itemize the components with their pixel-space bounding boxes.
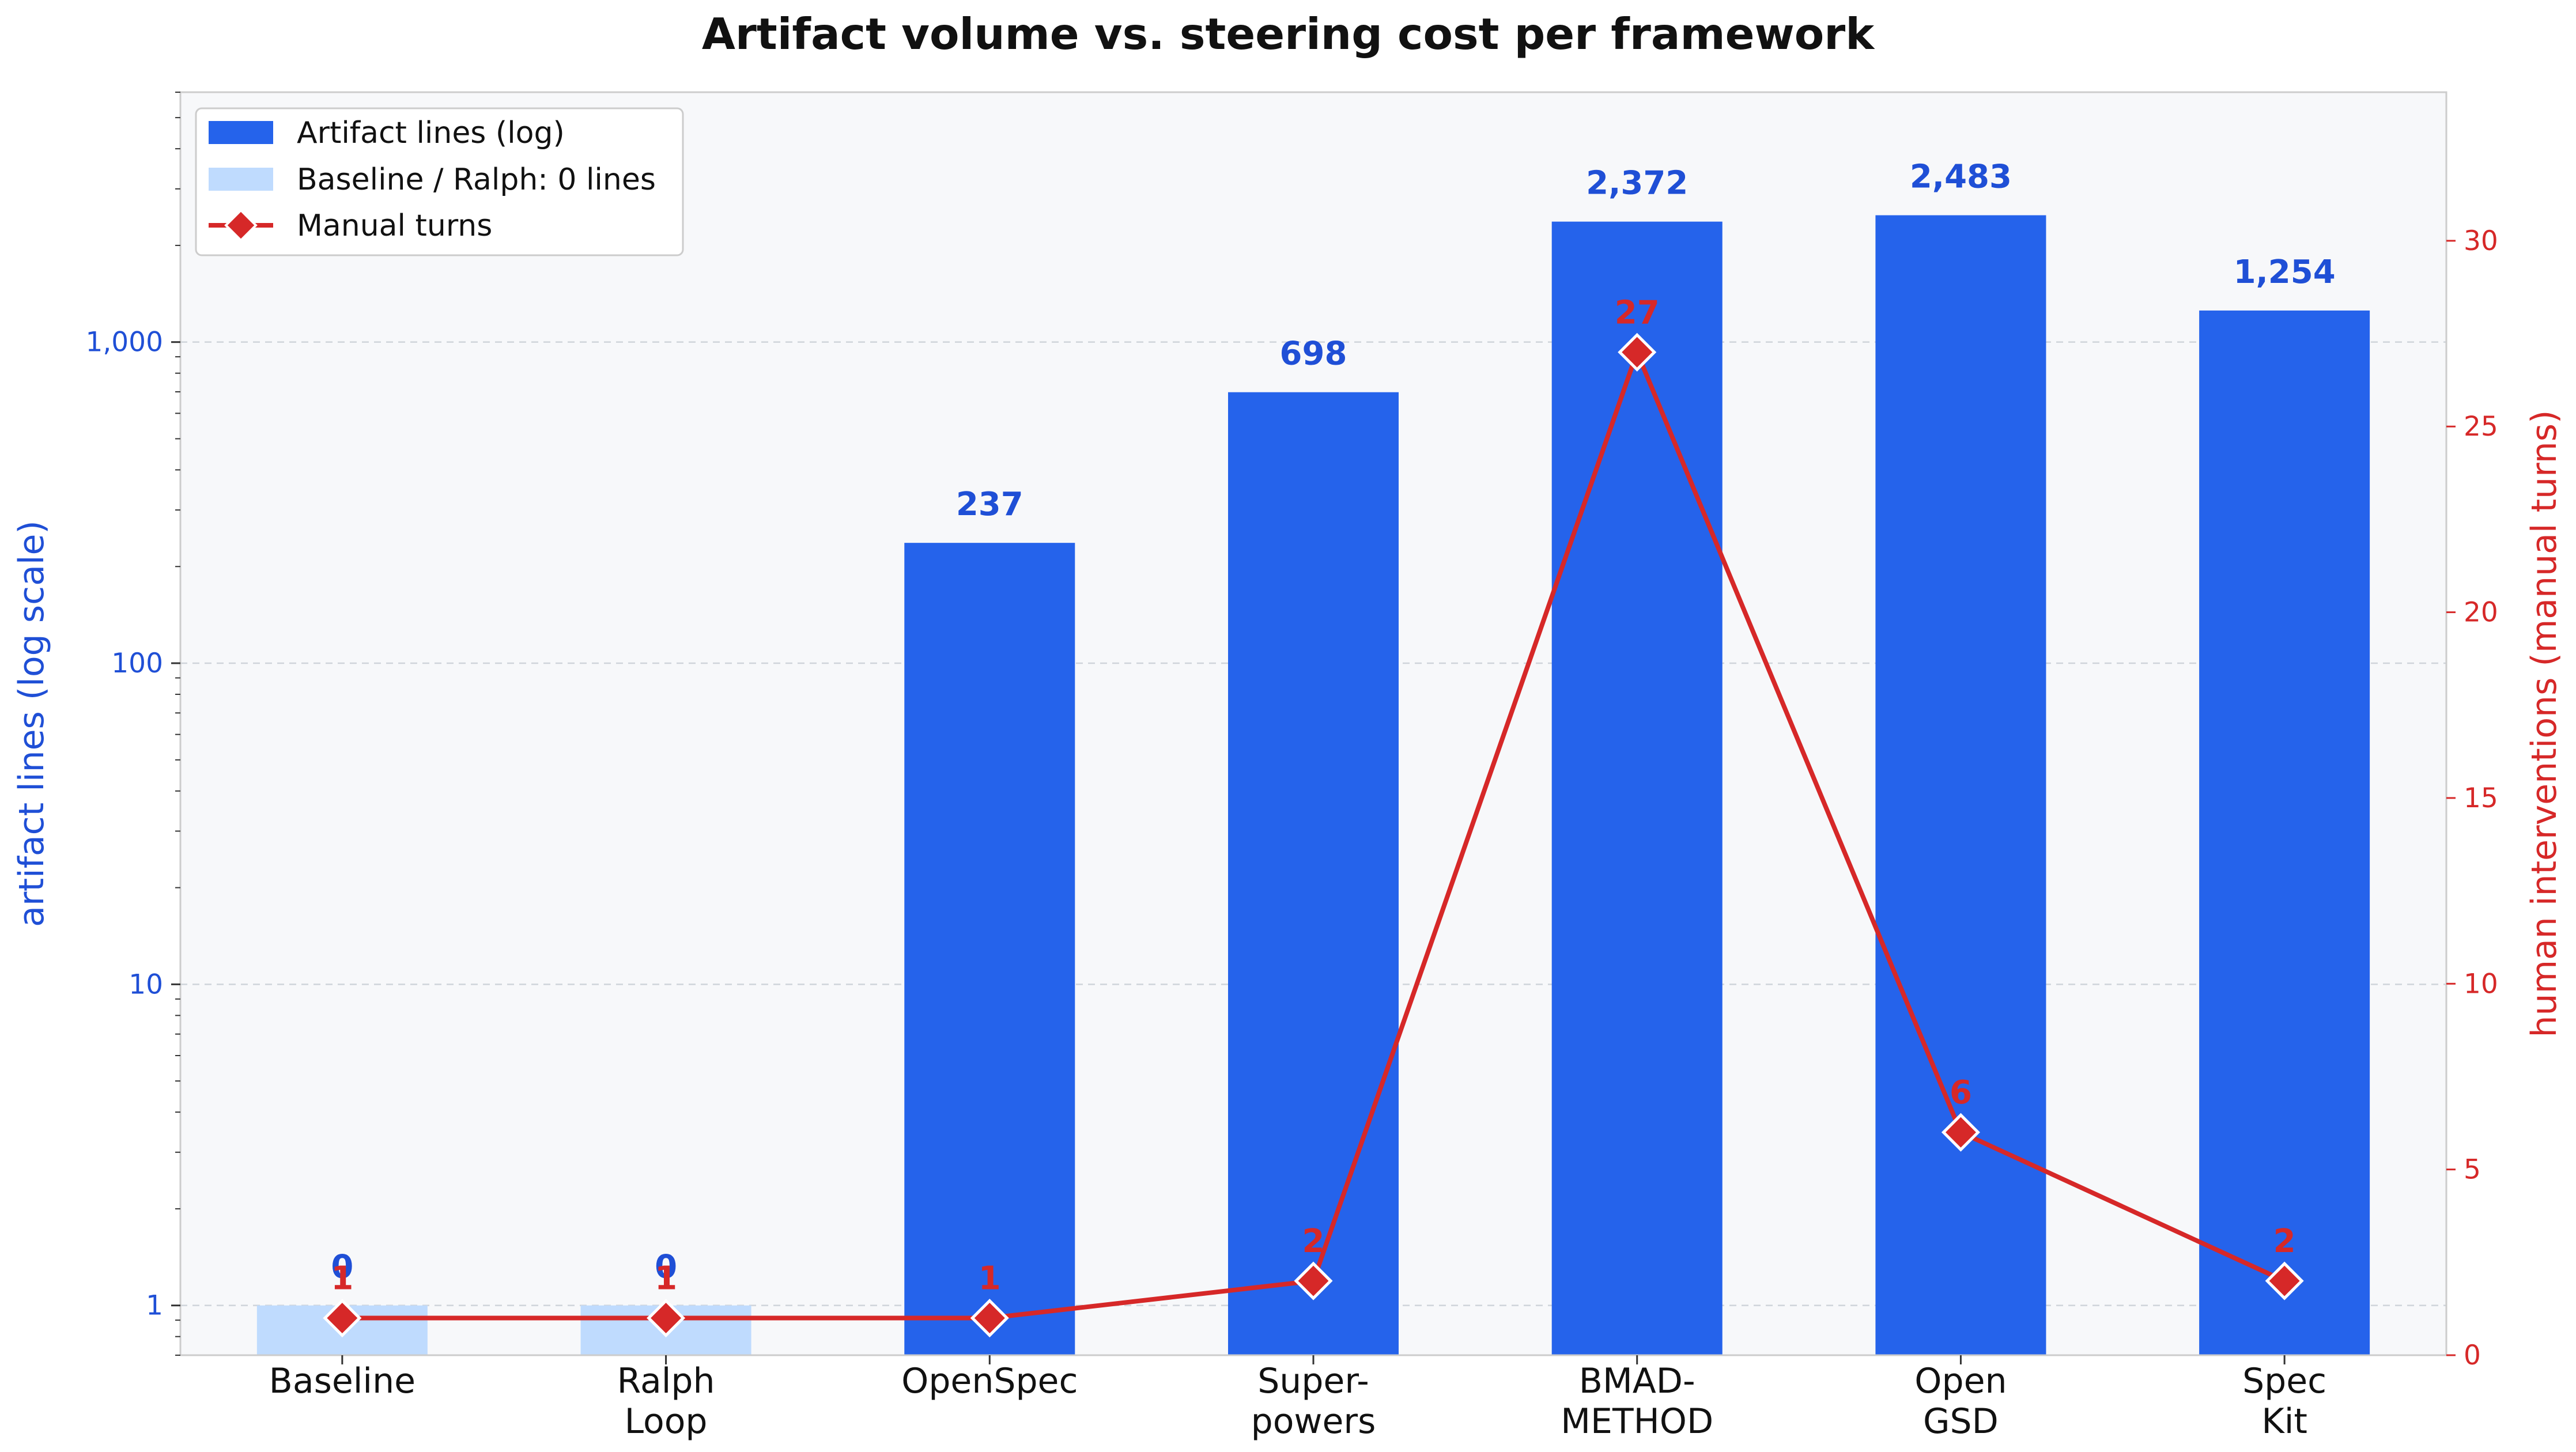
grid	[180, 341, 2446, 1306]
y-left-tick-label: 10	[129, 969, 163, 1000]
y-right-tick-label: 0	[2464, 1340, 2481, 1371]
manual-turns-marker	[2265, 1261, 2304, 1300]
bar	[904, 543, 1075, 1355]
bar	[1875, 215, 2046, 1355]
y-left-tick-label: 1,000	[85, 327, 163, 358]
y-right-tick-label: 15	[2464, 782, 2498, 814]
bar-value-label: 2,372	[1586, 165, 1688, 202]
x-tick-label: OpenSpec	[901, 1361, 1078, 1401]
x-tick-label: Spec Kit	[2242, 1361, 2326, 1442]
bar-value-label: 0	[331, 1249, 353, 1286]
manual-turns-marker	[1618, 332, 1657, 372]
y-axis-right-label: human interventions (manual turns)	[2524, 410, 2564, 1038]
bar-value-label: 237	[956, 486, 1023, 523]
legend-entry-label: Baseline / Ralph: 0 lines	[297, 162, 656, 197]
x-tick-label: Ralph Loop	[617, 1361, 715, 1442]
bar-value-label: 698	[1280, 335, 1347, 373]
y-right-tick-label: 5	[2464, 1154, 2481, 1186]
x-tick-label: BMAD-METHOD	[1561, 1361, 1713, 1442]
bar	[1551, 221, 1723, 1355]
y-axis-left-label: artifact lines (log scale)	[12, 520, 52, 927]
legend-entry-label: Manual turns	[297, 209, 492, 243]
legend-entry-label: Artifact lines (log)	[297, 116, 565, 150]
manual-turns-marker	[647, 1298, 686, 1338]
x-tick-label: Open GSD	[1914, 1361, 2007, 1442]
manual-turns-value-label: 27	[1615, 294, 1660, 331]
manual-turns-marker	[970, 1298, 1009, 1338]
legend-swatch-baseline	[209, 168, 273, 191]
manual-turns-line	[323, 332, 2304, 1338]
data-labels: 0 0 237 698 2,372 2,483 1,254 1 1 1 2 27 6 2	[331, 158, 2335, 1298]
y-left-tick-label: 1	[146, 1290, 163, 1322]
bar	[1228, 392, 1399, 1356]
manual-turns-marker	[1294, 1261, 1333, 1300]
manual-turns-value-label: 6	[1950, 1074, 1972, 1111]
manual-turns-marker	[323, 1298, 362, 1338]
y-right-tick-label: 30	[2464, 225, 2498, 257]
y-right-tick-label: 10	[2464, 968, 2498, 1000]
x-tick-label: Super-powers	[1251, 1361, 1376, 1442]
manual-turns-value-label: 1	[979, 1260, 1001, 1298]
manual-turns-value-label: 1	[331, 1260, 353, 1298]
legend: Artifact lines (log) Baseline / Ralph: 0 …	[195, 107, 684, 256]
y-left-tick-label: 100	[111, 648, 163, 679]
legend-swatch-manual-turns-marker	[224, 209, 258, 242]
y-right-tick-label: 20	[2464, 597, 2498, 629]
manual-turns-marker	[1941, 1113, 1980, 1152]
manual-turns-value-label: 1	[655, 1260, 677, 1298]
y-right-tick-label: 25	[2464, 411, 2498, 443]
chart-title: Artifact volume vs. steering cost per fr…	[702, 9, 1875, 59]
bar	[2199, 310, 2370, 1355]
x-tick-label: Baseline	[269, 1361, 416, 1401]
legend-swatch-artifact-lines	[209, 121, 273, 144]
manual-turns-value-label: 2	[2273, 1223, 2296, 1260]
bar-value-label: 0	[655, 1249, 677, 1286]
bars	[256, 215, 2370, 1356]
legend-box	[195, 107, 684, 256]
bar-value-label: 1,254	[2234, 254, 2336, 291]
bar-value-label: 2,483	[1910, 158, 2012, 196]
manual-turns-value-label: 2	[1302, 1223, 1325, 1260]
